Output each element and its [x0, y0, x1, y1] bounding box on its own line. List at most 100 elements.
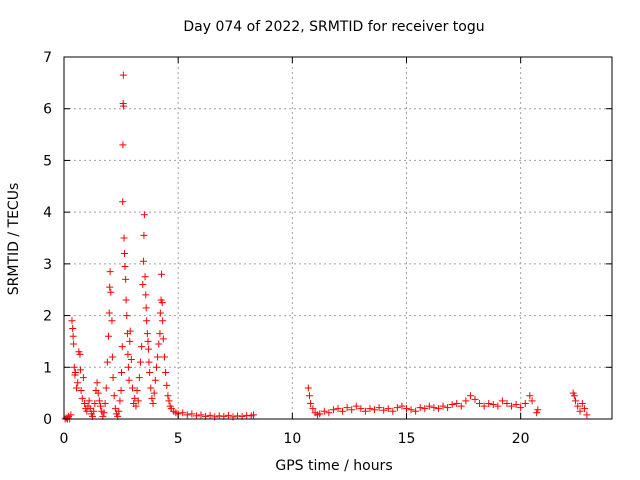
data-point	[384, 405, 392, 413]
data-point	[142, 291, 150, 299]
data-point	[307, 399, 315, 407]
data-point	[416, 404, 424, 412]
grid-lines	[64, 57, 612, 419]
data-point	[97, 402, 105, 410]
data-point	[243, 411, 251, 419]
data-point	[118, 343, 126, 351]
data-point	[76, 366, 84, 374]
data-point	[421, 405, 429, 413]
data-point	[136, 358, 144, 366]
data-point	[528, 397, 536, 405]
y-tick-label: 5	[43, 153, 52, 169]
data-point	[125, 376, 133, 384]
plot-frame	[63, 56, 613, 420]
data-point	[407, 406, 415, 414]
data-point	[371, 406, 379, 414]
data-point	[105, 309, 113, 317]
data-point	[304, 384, 312, 392]
data-point	[132, 402, 140, 410]
data-point	[316, 410, 324, 418]
data-point	[71, 368, 79, 376]
data-point	[139, 257, 147, 265]
x-tick-label: 10	[283, 431, 301, 447]
data-point	[73, 384, 81, 392]
data-point	[100, 409, 108, 417]
chart-title: Day 074 of 2022, SRMTID for receiver tog…	[183, 19, 484, 35]
data-point	[108, 353, 116, 361]
data-point	[403, 405, 410, 413]
data-point	[121, 262, 129, 270]
data-point	[357, 405, 365, 413]
data-point	[234, 412, 242, 420]
data-point	[157, 270, 165, 278]
data-point	[144, 345, 152, 353]
data-point	[576, 407, 584, 415]
data-point	[109, 374, 117, 382]
data-point	[583, 411, 591, 419]
data-point	[448, 401, 456, 409]
data-point	[434, 405, 442, 413]
data-point	[106, 283, 114, 291]
data-point	[135, 374, 143, 382]
data-point	[352, 402, 360, 410]
data-point	[375, 404, 383, 412]
data-point	[108, 317, 116, 325]
data-point	[76, 350, 84, 358]
data-point	[159, 335, 167, 343]
data-point	[498, 397, 506, 405]
data-point	[471, 395, 479, 403]
data-point	[485, 399, 493, 407]
data-point	[69, 325, 77, 332]
data-point	[79, 374, 87, 382]
data-point	[162, 368, 170, 376]
data-point	[126, 337, 134, 345]
data-point	[512, 401, 520, 409]
data-point	[117, 387, 125, 395]
data-point	[152, 363, 160, 371]
data-point	[94, 389, 102, 397]
data-point	[90, 407, 98, 415]
data-point	[494, 402, 502, 410]
data-point	[224, 411, 232, 419]
data-point	[179, 409, 187, 417]
axis-ticks	[63, 56, 612, 420]
data-point	[309, 405, 317, 413]
data-points	[61, 71, 591, 423]
data-point	[118, 368, 126, 376]
data-point	[150, 389, 158, 397]
data-point	[70, 363, 78, 371]
data-point	[489, 401, 497, 409]
data-point	[154, 353, 162, 361]
data-point	[143, 317, 151, 325]
data-point	[250, 411, 258, 419]
y-tick-label: 2	[43, 309, 52, 325]
data-point	[457, 402, 465, 410]
data-point	[366, 405, 374, 413]
data-point	[123, 312, 131, 320]
y-tick-label: 7	[43, 50, 52, 66]
x-tick-label: 0	[60, 431, 69, 447]
data-point	[78, 394, 86, 402]
data-point	[206, 411, 214, 419]
data-point	[101, 399, 109, 407]
data-point	[129, 384, 136, 392]
data-point	[164, 392, 172, 400]
data-point	[69, 332, 77, 340]
x-tick-label: 20	[512, 431, 530, 447]
data-point	[68, 317, 76, 325]
data-point	[444, 404, 452, 412]
data-point	[124, 350, 132, 358]
x-tick-label: 15	[398, 431, 416, 447]
x-tick-label: 5	[174, 431, 183, 447]
y-tick-label: 6	[43, 102, 52, 118]
y-tick-label: 4	[43, 205, 52, 221]
data-point	[517, 404, 525, 412]
data-point	[121, 250, 129, 258]
data-point	[110, 392, 118, 400]
data-point	[74, 379, 82, 387]
data-point	[140, 211, 148, 219]
data-point	[521, 399, 529, 407]
y-tick-label: 1	[43, 360, 52, 376]
data-point	[103, 358, 111, 366]
data-point	[122, 275, 130, 283]
